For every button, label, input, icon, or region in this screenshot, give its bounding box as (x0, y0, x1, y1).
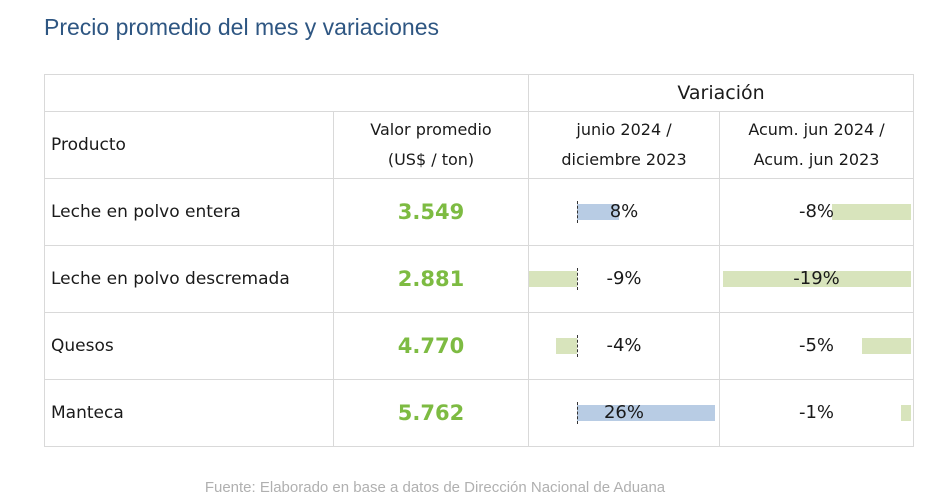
producto-cell: Leche en polvo entera (44, 178, 334, 246)
var2-value: -5% (798, 335, 835, 356)
zero-axis-line (577, 335, 578, 357)
producto-cell: Manteca (44, 379, 334, 447)
valor-header-line1: Valor promedio (370, 120, 492, 139)
table-row: Quesos 4.770 -4% -5% (44, 312, 915, 380)
var1-cell: 8% (528, 178, 720, 246)
table-row: Leche en polvo entera 3.549 8% -8% (44, 178, 915, 246)
var2-value: -8% (798, 201, 835, 222)
zero-axis-line (577, 201, 578, 223)
var1-header-line2: diciembre 2023 (561, 150, 687, 169)
var2-header-line2: Acum. jun 2023 (753, 150, 880, 169)
var1-bar (577, 204, 620, 220)
table-row: Manteca 5.762 26% -1% (44, 379, 915, 447)
valor-cell: 3.549 (333, 178, 529, 246)
price-table: Variación Producto Valor promedio (US$ /… (44, 74, 915, 447)
var2-header: Acum. jun 2024 / Acum. jun 2023 (718, 111, 915, 179)
table-row: Leche en polvo descremada 2.881 -9% -19% (44, 245, 915, 313)
var1-value: -4% (606, 335, 642, 356)
valor-cell: 2.881 (333, 245, 529, 313)
producto-cell: Quesos (44, 312, 334, 380)
valor-header: Valor promedio (US$ / ton) (333, 111, 529, 179)
var2-cell: -5% (718, 312, 915, 380)
var2-bar (901, 405, 911, 421)
zero-axis-line (577, 402, 578, 424)
valor-cell: 5.762 (333, 379, 529, 447)
var2-header-line1: Acum. jun 2024 / (748, 120, 885, 139)
var2-value: -1% (798, 402, 835, 423)
var2-bar (861, 338, 911, 354)
page-title: Precio promedio del mes y variaciones (44, 14, 440, 40)
header-blank-cell (44, 74, 529, 112)
var1-value: 8% (609, 201, 639, 222)
var1-bar (577, 405, 715, 421)
var1-header-line1: junio 2024 / (576, 120, 672, 139)
var1-bar (555, 338, 577, 354)
var1-cell: 26% (528, 379, 720, 447)
var2-bar (831, 204, 911, 220)
var2-cell: -8% (718, 178, 915, 246)
var1-header: junio 2024 / diciembre 2023 (528, 111, 720, 179)
var1-value: 26% (603, 402, 644, 423)
producto-cell: Leche en polvo descremada (44, 245, 334, 313)
var1-cell: -9% (528, 245, 720, 313)
valor-header-line2: (US$ / ton) (387, 150, 475, 169)
variacion-header: Variación (527, 74, 915, 112)
producto-header: Producto (44, 111, 334, 179)
var2-bar (722, 271, 911, 287)
source-note: Fuente: Elaborado en base a datos de Dir… (204, 479, 666, 496)
zero-axis-line (577, 268, 578, 290)
var1-cell: -4% (528, 312, 720, 380)
var1-value: -9% (606, 268, 642, 289)
var2-value: -19% (793, 268, 840, 289)
valor-cell: 4.770 (333, 312, 529, 380)
var1-bar (529, 271, 577, 287)
var2-cell: -19% (718, 245, 915, 313)
var2-cell: -1% (718, 379, 915, 447)
